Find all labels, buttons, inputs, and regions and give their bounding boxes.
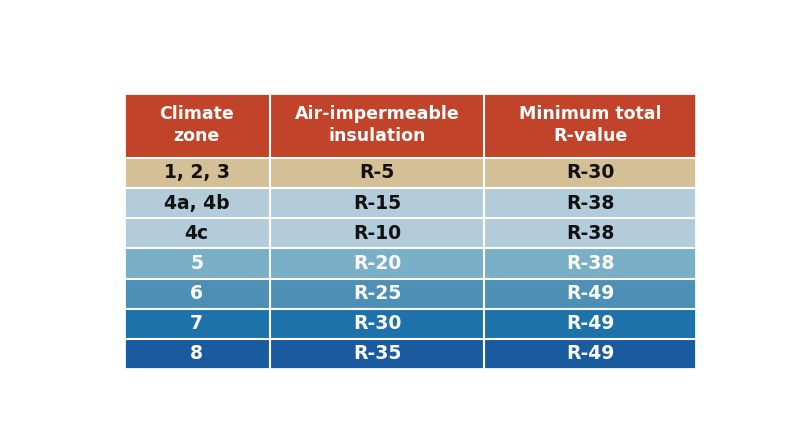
Text: Air-impermeable
insulation: Air-impermeable insulation [294, 105, 459, 146]
Bar [270, 309, 485, 339]
Text: Climate
zone: Climate zone [159, 105, 234, 146]
Text: 8: 8 [190, 344, 203, 363]
Bar [123, 248, 270, 279]
Bar [123, 93, 270, 158]
Text: R-30: R-30 [353, 314, 402, 333]
Text: R-49: R-49 [566, 284, 614, 303]
Bar [270, 93, 485, 158]
Text: R-38: R-38 [566, 254, 614, 273]
Bar [485, 279, 697, 309]
Text: Minimum total
R-value: Minimum total R-value [519, 105, 662, 146]
Bar [123, 279, 270, 309]
Bar [485, 158, 697, 188]
Text: R-20: R-20 [353, 254, 401, 273]
Text: R-15: R-15 [353, 194, 401, 213]
Text: 4c: 4c [185, 224, 209, 243]
Bar [485, 93, 697, 158]
Bar [123, 188, 270, 218]
Text: R-5: R-5 [359, 163, 394, 182]
Bar [270, 248, 485, 279]
Bar [485, 339, 697, 369]
Bar [485, 188, 697, 218]
Text: R-30: R-30 [566, 163, 614, 182]
Bar [270, 158, 485, 188]
Text: 1, 2, 3: 1, 2, 3 [164, 163, 230, 182]
Text: R-38: R-38 [566, 194, 614, 213]
Bar [485, 218, 697, 248]
Text: 5: 5 [190, 254, 203, 273]
Text: R-10: R-10 [353, 224, 401, 243]
Bar [123, 309, 270, 339]
Bar [485, 309, 697, 339]
Bar [270, 279, 485, 309]
Text: R-38: R-38 [566, 224, 614, 243]
Text: 6: 6 [190, 284, 203, 303]
Bar [270, 218, 485, 248]
Text: R-49: R-49 [566, 314, 614, 333]
Text: R-25: R-25 [353, 284, 401, 303]
Bar [485, 248, 697, 279]
Bar [270, 339, 485, 369]
Text: R-49: R-49 [566, 344, 614, 363]
Bar [123, 339, 270, 369]
Bar [270, 188, 485, 218]
Text: 4a, 4b: 4a, 4b [164, 194, 230, 213]
Text: R-35: R-35 [353, 344, 402, 363]
Text: 7: 7 [190, 314, 203, 333]
Bar [123, 158, 270, 188]
Bar [123, 218, 270, 248]
